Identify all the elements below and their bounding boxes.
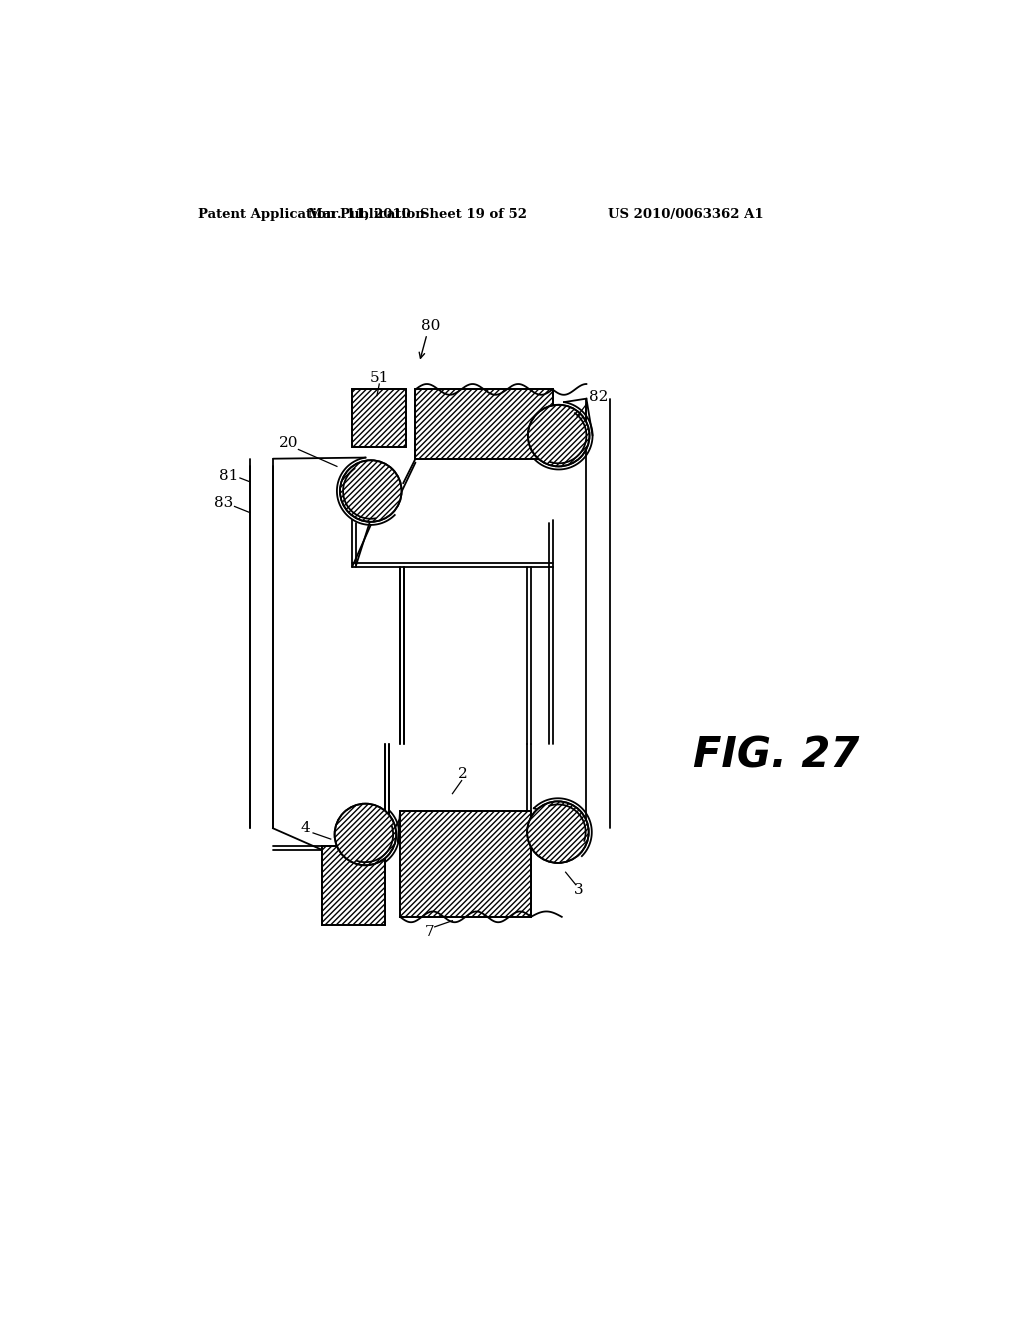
Circle shape [527, 801, 589, 863]
Text: 82: 82 [589, 391, 608, 404]
Text: 4: 4 [300, 821, 310, 836]
Bar [400, 812, 531, 917]
Circle shape [528, 405, 590, 466]
Bar [400, 812, 531, 917]
Text: FIG. 27: FIG. 27 [692, 734, 859, 776]
Text: Patent Application Publication: Patent Application Publication [199, 209, 425, 222]
Text: Mar. 11, 2010  Sheet 19 of 52: Mar. 11, 2010 Sheet 19 of 52 [307, 209, 526, 222]
Bar [416, 389, 553, 459]
Bar [416, 389, 553, 459]
Circle shape [340, 461, 401, 521]
Text: 7: 7 [425, 925, 434, 940]
Text: 51: 51 [370, 371, 389, 385]
Text: 20: 20 [279, 437, 298, 450]
Bar [322, 846, 385, 924]
Text: 3: 3 [573, 883, 584, 896]
Text: 2: 2 [459, 767, 468, 781]
Bar [352, 389, 407, 447]
Circle shape [335, 804, 396, 866]
Text: 83: 83 [214, 496, 233, 511]
Text: 80: 80 [421, 319, 440, 333]
Bar [352, 389, 407, 447]
Bar [322, 846, 385, 924]
Text: 81: 81 [219, 469, 239, 483]
Text: US 2010/0063362 A1: US 2010/0063362 A1 [608, 209, 764, 222]
